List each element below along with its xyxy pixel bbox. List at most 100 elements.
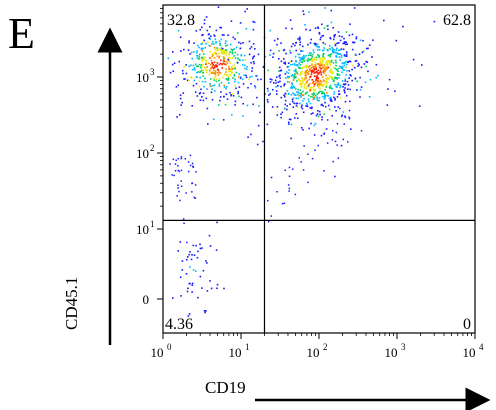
event-point	[359, 88, 362, 91]
event-point	[216, 68, 219, 71]
event-point	[300, 57, 302, 59]
event-point	[338, 67, 340, 70]
event-point	[322, 49, 325, 51]
event-point	[223, 287, 225, 290]
event-point	[244, 64, 246, 67]
event-point	[280, 96, 283, 99]
event-point	[329, 48, 331, 50]
event-point	[303, 13, 305, 16]
event-point	[289, 118, 292, 121]
event-point	[315, 77, 318, 79]
event-point	[204, 59, 207, 61]
event-point	[329, 37, 332, 40]
event-point	[280, 42, 282, 44]
event-point	[318, 55, 321, 58]
event-point	[302, 129, 304, 131]
event-point	[242, 83, 245, 85]
event-point	[223, 84, 225, 87]
event-point	[209, 245, 212, 247]
event-point	[219, 42, 221, 45]
event-point	[193, 51, 195, 53]
event-point	[218, 48, 220, 50]
event-point	[328, 97, 331, 100]
event-point	[278, 66, 281, 69]
event-point	[343, 90, 346, 92]
event-point	[286, 105, 288, 107]
event-point	[344, 100, 347, 103]
event-point	[318, 31, 321, 34]
event-point	[329, 87, 332, 89]
event-point	[230, 65, 233, 68]
event-point	[221, 52, 224, 55]
event-point	[344, 78, 347, 80]
event-point	[218, 52, 220, 55]
event-point	[186, 258, 188, 261]
event-point	[310, 122, 312, 125]
event-point	[262, 140, 264, 143]
event-point	[330, 71, 332, 74]
event-point	[256, 143, 259, 146]
event-point	[299, 43, 301, 46]
event-point	[298, 56, 301, 59]
event-point	[226, 74, 229, 76]
event-point	[301, 77, 304, 79]
event-point	[316, 74, 318, 77]
event-point	[254, 75, 257, 77]
event-point	[211, 98, 214, 101]
event-point	[299, 102, 301, 105]
event-point	[346, 80, 349, 83]
event-point	[292, 92, 294, 94]
event-point	[256, 96, 258, 99]
event-point	[203, 310, 206, 312]
event-point	[354, 77, 357, 80]
event-point	[249, 47, 251, 50]
event-point	[242, 59, 244, 62]
event-point	[287, 62, 290, 64]
event-point	[287, 121, 290, 124]
event-point	[369, 78, 372, 81]
event-point	[208, 44, 210, 47]
event-point	[313, 85, 315, 87]
event-point	[314, 88, 317, 91]
event-point	[197, 71, 200, 73]
event-point	[193, 67, 196, 69]
event-point	[352, 64, 354, 67]
event-point	[277, 38, 279, 40]
event-point	[288, 175, 291, 177]
event-point	[333, 34, 336, 37]
event-point	[215, 249, 218, 251]
event-point	[307, 54, 310, 57]
event-point	[305, 64, 307, 67]
event-point	[339, 96, 342, 99]
event-point	[269, 92, 271, 95]
event-point	[325, 68, 328, 70]
event-point	[233, 64, 235, 67]
event-point	[357, 62, 360, 65]
event-point	[325, 66, 327, 69]
event-point	[210, 66, 213, 69]
event-point	[314, 90, 316, 92]
event-point	[340, 56, 343, 58]
event-point	[349, 74, 351, 76]
event-point	[191, 105, 193, 107]
event-point	[235, 71, 238, 74]
event-point	[286, 108, 288, 111]
event-point	[207, 41, 209, 44]
event-point	[189, 154, 192, 157]
event-point	[318, 66, 321, 69]
event-point	[313, 93, 315, 95]
event-point	[209, 69, 211, 72]
event-point	[222, 119, 225, 121]
event-point	[269, 78, 272, 80]
event-point	[323, 80, 326, 83]
event-point	[375, 76, 377, 79]
event-point	[194, 91, 197, 93]
event-point	[299, 64, 302, 66]
event-point	[189, 164, 192, 167]
event-point	[209, 57, 212, 59]
event-point	[310, 95, 312, 98]
event-point	[209, 45, 212, 47]
event-point	[310, 107, 313, 110]
event-point	[358, 53, 361, 55]
event-point	[207, 123, 209, 125]
